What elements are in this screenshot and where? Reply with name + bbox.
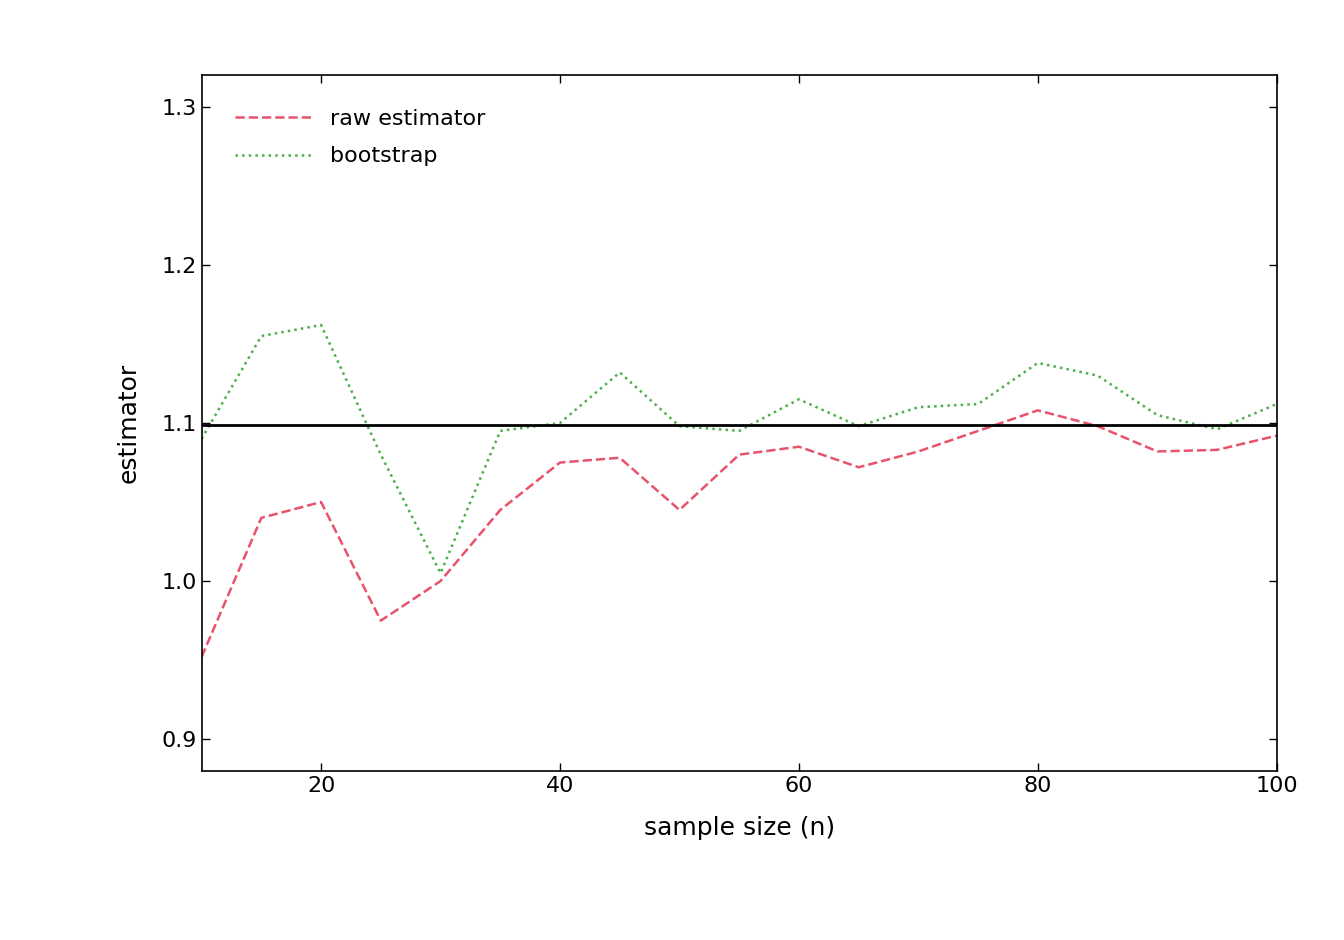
bootstrap: [194, 433, 210, 445]
raw estimator: [372, 615, 388, 626]
bootstrap: [731, 425, 747, 436]
bootstrap: [612, 367, 628, 378]
raw estimator: [433, 575, 449, 587]
bootstrap: [910, 401, 926, 413]
Line: raw estimator: raw estimator: [202, 411, 1277, 657]
raw estimator: [492, 504, 508, 515]
bootstrap: [1210, 424, 1226, 435]
bootstrap: [1030, 357, 1046, 368]
raw estimator: [1090, 420, 1106, 431]
raw estimator: [194, 651, 210, 663]
raw estimator: [313, 496, 329, 508]
raw estimator: [1269, 430, 1285, 441]
bootstrap: [433, 568, 449, 579]
raw estimator: [1210, 445, 1226, 456]
X-axis label: sample size (n): sample size (n): [644, 817, 835, 840]
raw estimator: [612, 452, 628, 463]
bootstrap: [1090, 370, 1106, 382]
Legend: raw estimator, bootstrap: raw estimator, bootstrap: [212, 86, 508, 189]
bootstrap: [851, 420, 867, 431]
bootstrap: [492, 425, 508, 436]
bootstrap: [552, 417, 569, 429]
raw estimator: [790, 441, 806, 452]
raw estimator: [672, 504, 688, 515]
raw estimator: [1149, 446, 1165, 457]
raw estimator: [851, 462, 867, 473]
bootstrap: [1269, 399, 1285, 410]
Y-axis label: estimator: estimator: [117, 363, 141, 483]
bootstrap: [1149, 410, 1165, 421]
bootstrap: [970, 399, 986, 410]
raw estimator: [253, 512, 269, 524]
raw estimator: [552, 457, 569, 468]
bootstrap: [672, 420, 688, 431]
raw estimator: [970, 425, 986, 436]
raw estimator: [731, 449, 747, 461]
raw estimator: [1030, 405, 1046, 416]
Line: bootstrap: bootstrap: [202, 325, 1277, 573]
bootstrap: [313, 320, 329, 331]
raw estimator: [910, 446, 926, 457]
bootstrap: [372, 449, 388, 461]
bootstrap: [790, 394, 806, 405]
bootstrap: [253, 330, 269, 341]
